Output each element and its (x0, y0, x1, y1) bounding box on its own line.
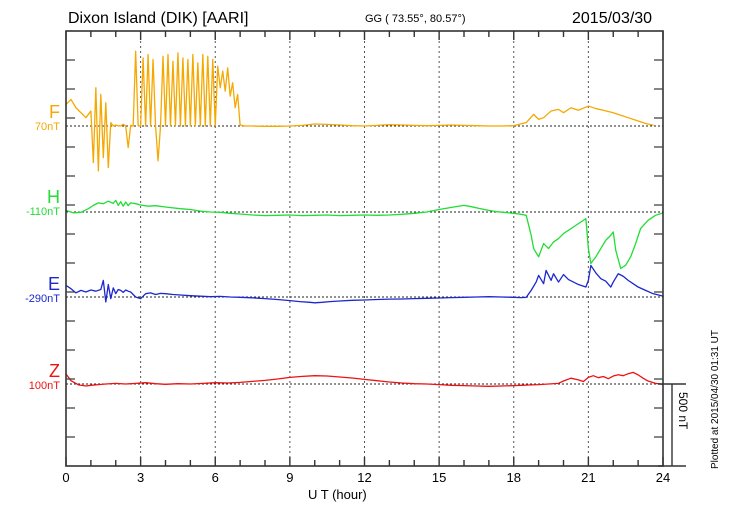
geographic-coordinates: GG ( 73.55°, 80.57°) (365, 13, 466, 25)
x-tick-label: 12 (357, 470, 372, 485)
component-label-Z: Z 100nT (0, 362, 60, 393)
component-traces (65, 50, 664, 387)
x-tick-label: 18 (506, 470, 521, 485)
x-tick-label: 9 (286, 470, 294, 485)
scale-bar (658, 383, 686, 467)
component-letter-Z: Z (49, 361, 60, 381)
gridlines (140, 31, 589, 466)
scale-bar-label: 500 nT (676, 392, 690, 430)
x-tick-label: 21 (581, 470, 596, 485)
x-tick-label: 15 (431, 470, 447, 485)
component-baselines (66, 125, 663, 385)
component-letter-H: H (47, 187, 60, 207)
axis-ticks (65, 31, 664, 466)
component-label-H: H -110nT (0, 188, 60, 219)
component-letter-E: E (47, 274, 60, 294)
x-tick-label: 6 (211, 470, 219, 485)
component-baseline-H: -110nT (25, 206, 60, 218)
station-title: Dixon Island (DIK) [AARI] (68, 10, 249, 27)
x-tick-label: 24 (655, 470, 671, 485)
x-tick-label: 0 (62, 470, 70, 485)
component-baseline-E: -290nT (25, 293, 60, 305)
x-tick-label: 3 (137, 470, 145, 485)
observation-date: 2015/03/30 (572, 10, 653, 27)
component-label-E: E -290nT (0, 275, 60, 306)
component-baseline-F: 70nT (34, 121, 60, 133)
component-letter-F: F (49, 102, 60, 122)
x-axis-title: U T (hour) (308, 487, 367, 502)
component-baseline-Z: 100nT (28, 380, 60, 392)
plot-timestamp: Plotted at 2015/04/30 01:31 UT (710, 330, 721, 469)
component-label-F: F 70nT (0, 103, 60, 134)
